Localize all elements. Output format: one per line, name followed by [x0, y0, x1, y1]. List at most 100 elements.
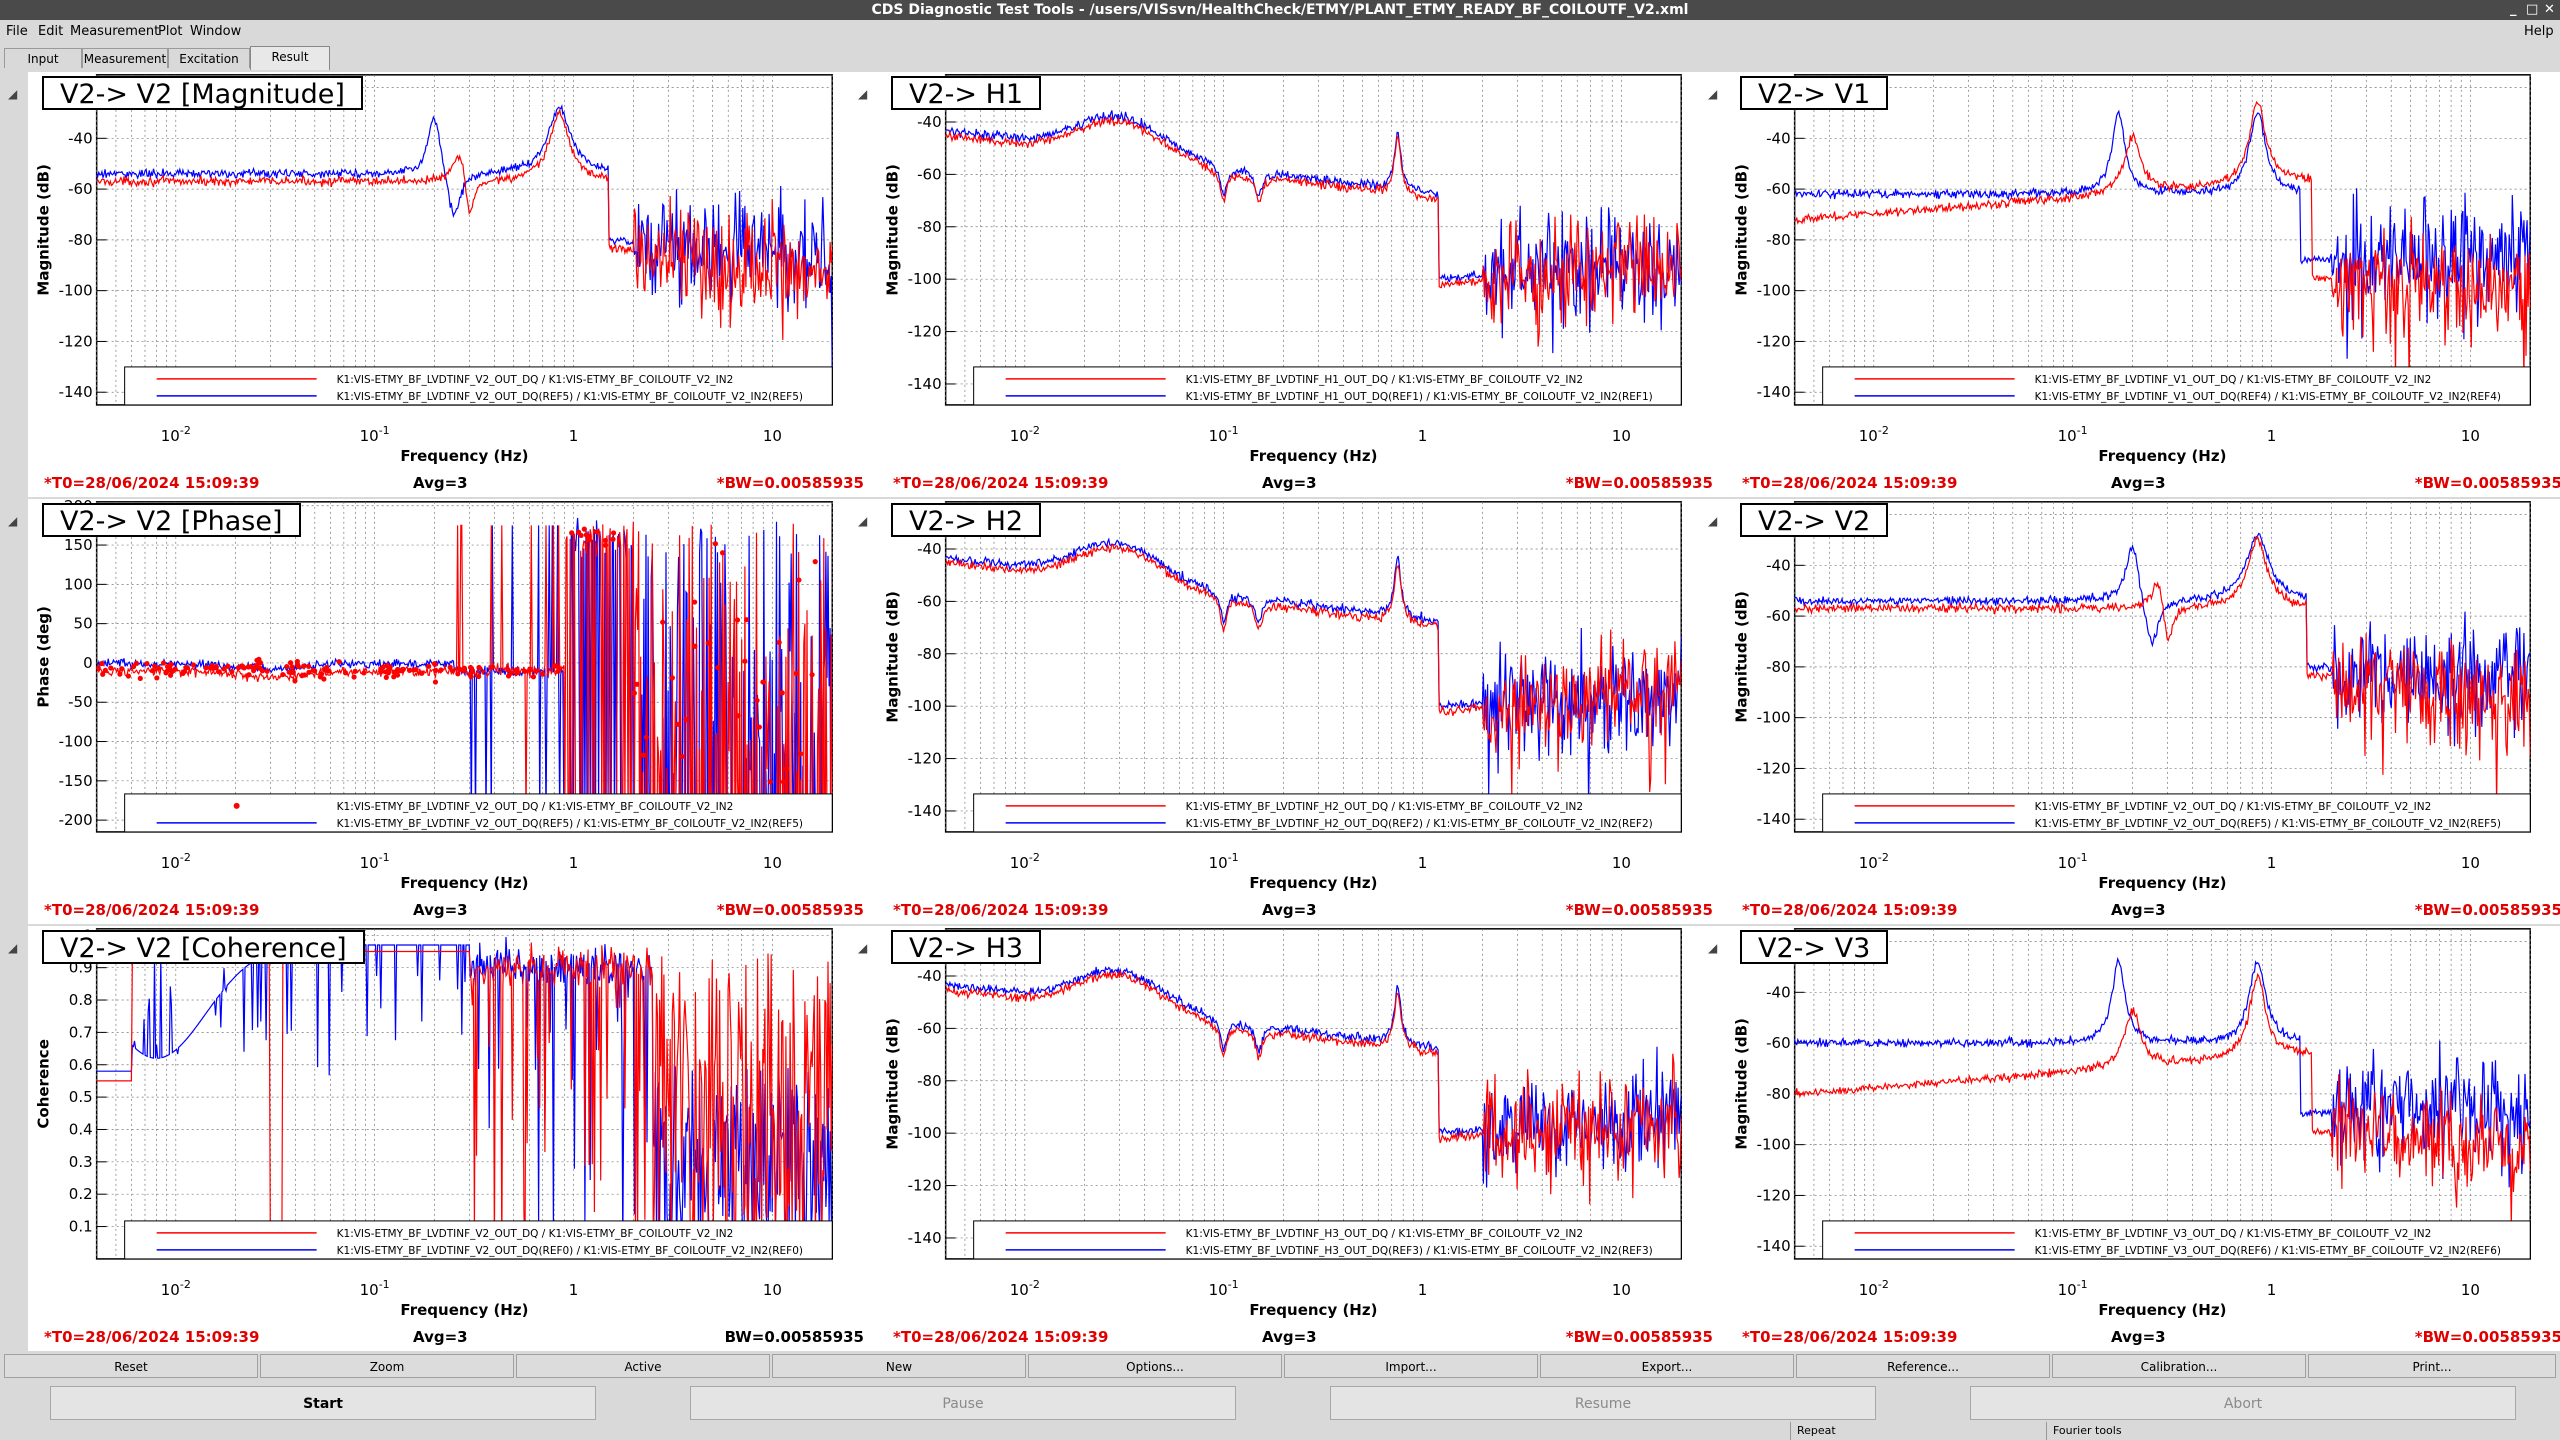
pad-handle-icon[interactable]: ◢: [1708, 941, 1718, 955]
series-reference-line: [1794, 956, 2531, 1188]
plot-canvas-5[interactable]: -40 -60 -80 -100 -120 -140 10-2 10-1 1 10 K1:VIS-E…: [877, 499, 1727, 924]
tab-excitation[interactable]: Excitation: [168, 48, 250, 68]
menu-window[interactable]: Window: [190, 24, 242, 39]
phase-point: [336, 659, 342, 665]
pad-handle-icon[interactable]: ◢: [8, 87, 18, 101]
pad-handle-icon[interactable]: ◢: [858, 87, 868, 101]
menu-measurement[interactable]: Measurement: [70, 24, 160, 39]
series-current-line: [1794, 535, 2531, 804]
tab-result[interactable]: Result: [250, 46, 330, 70]
plot-frame: [944, 74, 1682, 406]
y-axis-label: Magnitude (dB): [35, 164, 53, 295]
start-button[interactable]: Start: [50, 1386, 596, 1420]
close-icon[interactable]: ✕: [2544, 2, 2555, 17]
t0-readout: *T0=28/06/2024 15:09:39: [44, 901, 260, 919]
tab-measurement[interactable]: Measurement: [82, 48, 168, 68]
series-current-line: [945, 543, 1682, 797]
plot-frame: [944, 928, 1682, 1260]
calibration-button[interactable]: Calibration...: [2052, 1354, 2306, 1378]
plot-frame: [944, 501, 1682, 833]
plot-pad-9[interactable]: -20-40-60-80-100-120-14010-210-1110K1:VI…: [1726, 926, 2560, 1351]
y-tick-label: -100: [908, 697, 942, 715]
plot-pad-8[interactable]: -40 -60 -80 -100 -120 -140 10-2 10-1 1 10 K1:VIS-E…: [877, 926, 1727, 1351]
pad-handle-icon[interactable]: ◢: [1708, 87, 1718, 101]
tab-input[interactable]: Input: [4, 48, 82, 68]
bw-readout: *BW=0.00585935: [2414, 1328, 2560, 1346]
phase-point: [533, 668, 539, 674]
phase-point: [780, 779, 787, 785]
legend-label: K1:VIS-ETMY_BF_LVDTINF_V2_OUT_DQ / K1:VI…: [337, 374, 734, 386]
pad-handle-icon[interactable]: ◢: [8, 941, 18, 955]
plot-canvas-7[interactable]: 10.90.80.70.60.50.40.30.20.110-210-1110K…: [28, 926, 878, 1351]
menu-plot[interactable]: Plot: [158, 24, 183, 39]
phase-point: [432, 679, 439, 685]
y-tick-label: 0.4: [69, 1120, 93, 1138]
menu-file[interactable]: File: [6, 24, 28, 39]
x-tick-label: 1: [2267, 854, 2277, 872]
minimize-icon[interactable]: _: [2510, 2, 2517, 17]
legend-label: K1:VIS-ETMY_BF_LVDTINF_V2_OUT_DQ / K1:VI…: [337, 1228, 734, 1240]
phase-point: [254, 662, 260, 668]
y-tick-label: -120: [908, 1177, 942, 1195]
legend-box: [1822, 793, 2531, 833]
x-axis-label: Frequency (Hz): [400, 874, 528, 892]
export-button[interactable]: Export...: [1540, 1354, 1794, 1378]
plot-pad-5[interactable]: -40 -60 -80 -100 -120 -140 10-2 10-1 1 10 K1:VIS-E…: [877, 499, 1727, 924]
plot-grid: -20-40-60-80-100-120-14010-210-1110K1:VI…: [0, 70, 2560, 1352]
x-tick-label: 1: [2267, 1281, 2277, 1299]
plot-pad-4[interactable]: 200150100500-50-100-150-20010-210-1110K1…: [28, 499, 878, 924]
legend-marker: [233, 802, 240, 809]
pad-handle-icon[interactable]: ◢: [858, 514, 868, 528]
import-button[interactable]: Import...: [1284, 1354, 1538, 1378]
status-bar: Repeat Fourier tools: [0, 1422, 2560, 1440]
plot-canvas-3[interactable]: -20-40-60-80-100-120-14010-210-1110K1:VI…: [1726, 72, 2560, 497]
phase-point: [306, 669, 312, 675]
phase-point: [284, 663, 290, 670]
phase-point: [229, 668, 235, 675]
active-button[interactable]: Active: [516, 1354, 770, 1378]
plot-pad-6[interactable]: -20-40-60-80-100-120-14010-210-1110K1:VI…: [1726, 499, 2560, 924]
menu-edit[interactable]: Edit: [38, 24, 64, 39]
plot-canvas-2[interactable]: -40 -60 -80 -100 -120 -140 10-2 10-1 1 10 K1:VIS-E…: [877, 72, 1727, 497]
plot-pad-7[interactable]: 10.90.80.70.60.50.40.30.20.110-210-1110K…: [28, 926, 878, 1351]
x-tick-label: 1: [569, 1281, 579, 1299]
plot-canvas-1[interactable]: -20-40-60-80-100-120-14010-210-1110K1:VI…: [28, 72, 878, 497]
menu-help[interactable]: Help: [2524, 24, 2554, 39]
new-button[interactable]: New: [772, 1354, 1026, 1378]
phase-point: [754, 851, 759, 856]
phase-point: [602, 537, 609, 544]
pad-handle-icon[interactable]: ◢: [1708, 514, 1718, 528]
reference-button[interactable]: Reference...: [1796, 1354, 2050, 1378]
plot-pad-1[interactable]: -20-40-60-80-100-120-14010-210-1110K1:VI…: [28, 72, 878, 497]
y-tick-label: -140: [59, 383, 93, 401]
plot-pad-3[interactable]: -20-40-60-80-100-120-14010-210-1110K1:VI…: [1726, 72, 2560, 497]
plot-pad-2[interactable]: -40 -60 -80 -100 -120 -140 10-2 10-1 1 10 K1:VIS-E…: [877, 72, 1727, 497]
series-current-line: [945, 116, 1682, 347]
x-tick-label: 10-1: [360, 424, 390, 445]
pause-button[interactable]: Pause: [690, 1386, 1236, 1420]
plot-title: V2-> V2 [Phase]: [42, 503, 301, 537]
phase-point: [488, 665, 494, 671]
phase-point: [776, 639, 782, 646]
pad-handle-icon[interactable]: ◢: [8, 514, 18, 528]
plot-canvas-4[interactable]: 200150100500-50-100-150-20010-210-1110K1…: [28, 499, 878, 924]
x-tick-label: 10-2: [1859, 424, 1889, 445]
phase-point: [312, 668, 318, 674]
y-axis-label: Magnitude (dB): [1733, 164, 1751, 295]
y-tick-label: -100: [1757, 282, 1791, 300]
resume-button[interactable]: Resume: [1330, 1386, 1876, 1420]
phase-point: [133, 660, 139, 666]
abort-button[interactable]: Abort: [1970, 1386, 2516, 1420]
print-button[interactable]: Print...: [2308, 1354, 2556, 1378]
x-axis-label: Frequency (Hz): [1249, 874, 1377, 892]
plot-canvas-9[interactable]: -20-40-60-80-100-120-14010-210-1110K1:VI…: [1726, 926, 2560, 1351]
options-button[interactable]: Options...: [1028, 1354, 1282, 1378]
plot-canvas-6[interactable]: -20-40-60-80-100-120-14010-210-1110K1:VI…: [1726, 499, 2560, 924]
reset-button[interactable]: Reset: [4, 1354, 258, 1378]
pad-handle-icon[interactable]: ◢: [858, 941, 868, 955]
zoom-button[interactable]: Zoom: [260, 1354, 514, 1378]
y-tick-label: -100: [908, 1124, 942, 1142]
plot-canvas-8[interactable]: -40 -60 -80 -100 -120 -140 10-2 10-1 1 10 K1:VIS-E…: [877, 926, 1727, 1351]
phase-point: [569, 530, 575, 536]
maximize-icon[interactable]: □: [2526, 2, 2539, 17]
